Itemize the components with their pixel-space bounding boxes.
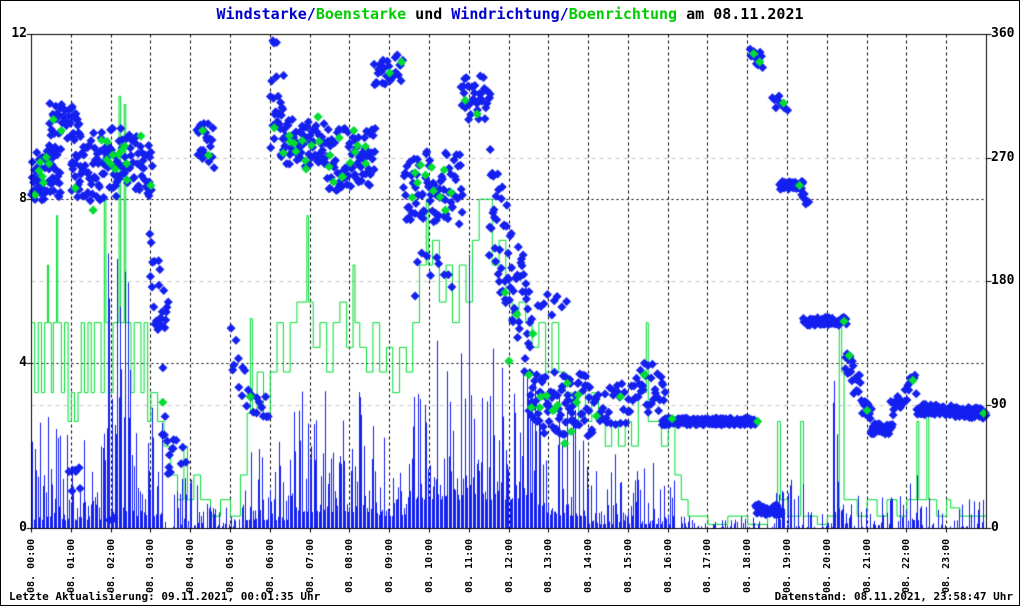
title-segment: und: [406, 5, 452, 23]
x-tick-label: 08. 19:00: [782, 538, 794, 593]
y-right-tick-label: 360: [991, 26, 1015, 41]
x-tick-label: 08. 23:00: [941, 538, 953, 593]
x-tick-label: 08. 21:00: [861, 538, 873, 593]
y-left-tick-label: 0: [19, 520, 27, 535]
x-tick-label: 08. 22:00: [901, 538, 913, 593]
x-tick-label: 08. 11:00: [463, 538, 475, 593]
title-segment: am 08.11.2021: [677, 5, 804, 23]
x-tick-label: 08. 13:00: [543, 538, 555, 593]
x-tick-label: 08. 14:00: [583, 538, 595, 593]
y-left-tick-label: 12: [11, 26, 27, 41]
x-tick-label: 08. 01:00: [65, 538, 77, 593]
x-tick-label: 08. 05:00: [224, 538, 236, 593]
y-left-tick-label: 8: [19, 190, 27, 206]
x-tick-label: 08. 15:00: [622, 538, 634, 593]
last-update-text: Letzte Aktualisierung: 09.11.2021, 00:01…: [9, 590, 321, 603]
title-segment: Boenstarke: [315, 5, 407, 23]
x-tick-label: 08. 10:00: [423, 538, 435, 593]
x-tick-label: 08. 17:00: [702, 538, 714, 593]
data-status-text: Datenstand: 08.11.2021, 23:58:47 Uhr: [774, 590, 1013, 603]
x-tick-label: 08. 18:00: [742, 538, 754, 593]
y-right-tick-label: 270: [991, 149, 1015, 165]
chart-title: Windstarke/Boenstarke und Windrichtung/B…: [1, 5, 1019, 23]
y-right-tick-label: 0: [991, 520, 999, 535]
title-segment: Boenrichtung: [568, 5, 678, 23]
x-tick-label: 08. 09:00: [384, 538, 396, 593]
y-right-tick-label: 90: [991, 396, 1007, 412]
title-segment: Windrichtung/: [451, 5, 569, 23]
x-tick-label: 08. 20:00: [821, 538, 833, 593]
y-left-tick-label: 4: [19, 355, 27, 371]
x-tick-label: 08. 04:00: [185, 538, 197, 593]
x-tick-label: 08. 02:00: [105, 538, 117, 593]
y-right-tick-label: 180: [991, 273, 1015, 288]
x-tick-label: 08. 12:00: [503, 538, 515, 593]
x-tick-label: 08. 08:00: [344, 538, 356, 593]
x-tick-label: 08. 06:00: [264, 538, 276, 593]
x-tick-label: 08. 00:00: [26, 538, 37, 593]
title-segment: Windstarke/: [216, 5, 316, 23]
x-tick-label: 08. 07:00: [304, 538, 316, 593]
x-tick-label: 08. 03:00: [145, 538, 157, 593]
x-tick-label: 08. 16:00: [662, 538, 674, 593]
